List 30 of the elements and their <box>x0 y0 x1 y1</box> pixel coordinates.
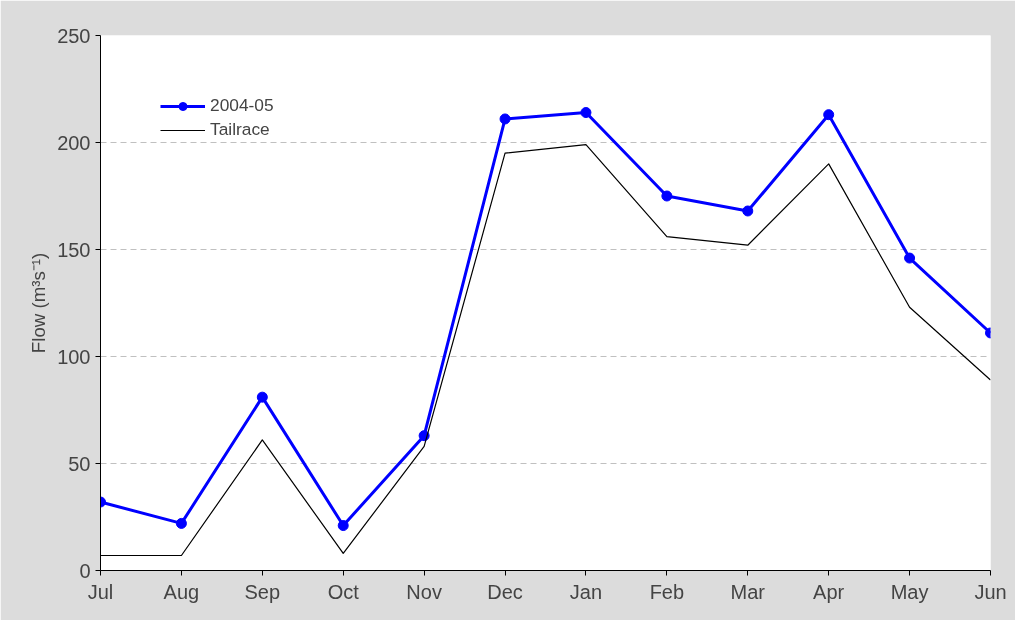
point <box>742 205 754 217</box>
point <box>823 109 835 121</box>
y-tick-label: 200 <box>57 131 91 154</box>
point <box>175 517 187 529</box>
y-tick-label: 250 <box>57 24 91 47</box>
point <box>499 113 511 125</box>
x-tick-label: Oct <box>327 580 360 603</box>
x-tick-label: Dec <box>487 580 523 603</box>
x-tick-label: Aug <box>163 580 200 603</box>
x-tick-label: Jul <box>87 580 114 603</box>
y-tick-label: 0 <box>79 559 91 582</box>
x-tick-label: May <box>890 580 929 603</box>
y-tick-label: 50 <box>68 452 91 475</box>
x-tick-label: Jan <box>569 580 603 603</box>
point <box>256 391 268 403</box>
legend-label: Tailrace <box>210 119 270 140</box>
x-tick-label: Jun <box>974 580 1007 603</box>
y-tick-label: 150 <box>57 238 91 261</box>
x-tick-label: Apr <box>813 580 845 603</box>
point <box>661 190 673 202</box>
x-tick-label: Nov <box>406 580 442 603</box>
y-tick-label: 100 <box>57 345 91 368</box>
point <box>580 107 592 119</box>
y-axis-title: Flow (m³s⁻¹) <box>28 252 50 354</box>
x-tick-label: Feb <box>649 580 685 603</box>
x-tick-label: Mar <box>730 580 766 603</box>
x-tick-label: Sep <box>244 580 281 603</box>
point <box>904 252 916 264</box>
point <box>337 520 349 532</box>
legend-label: 2004-05 <box>210 95 274 116</box>
